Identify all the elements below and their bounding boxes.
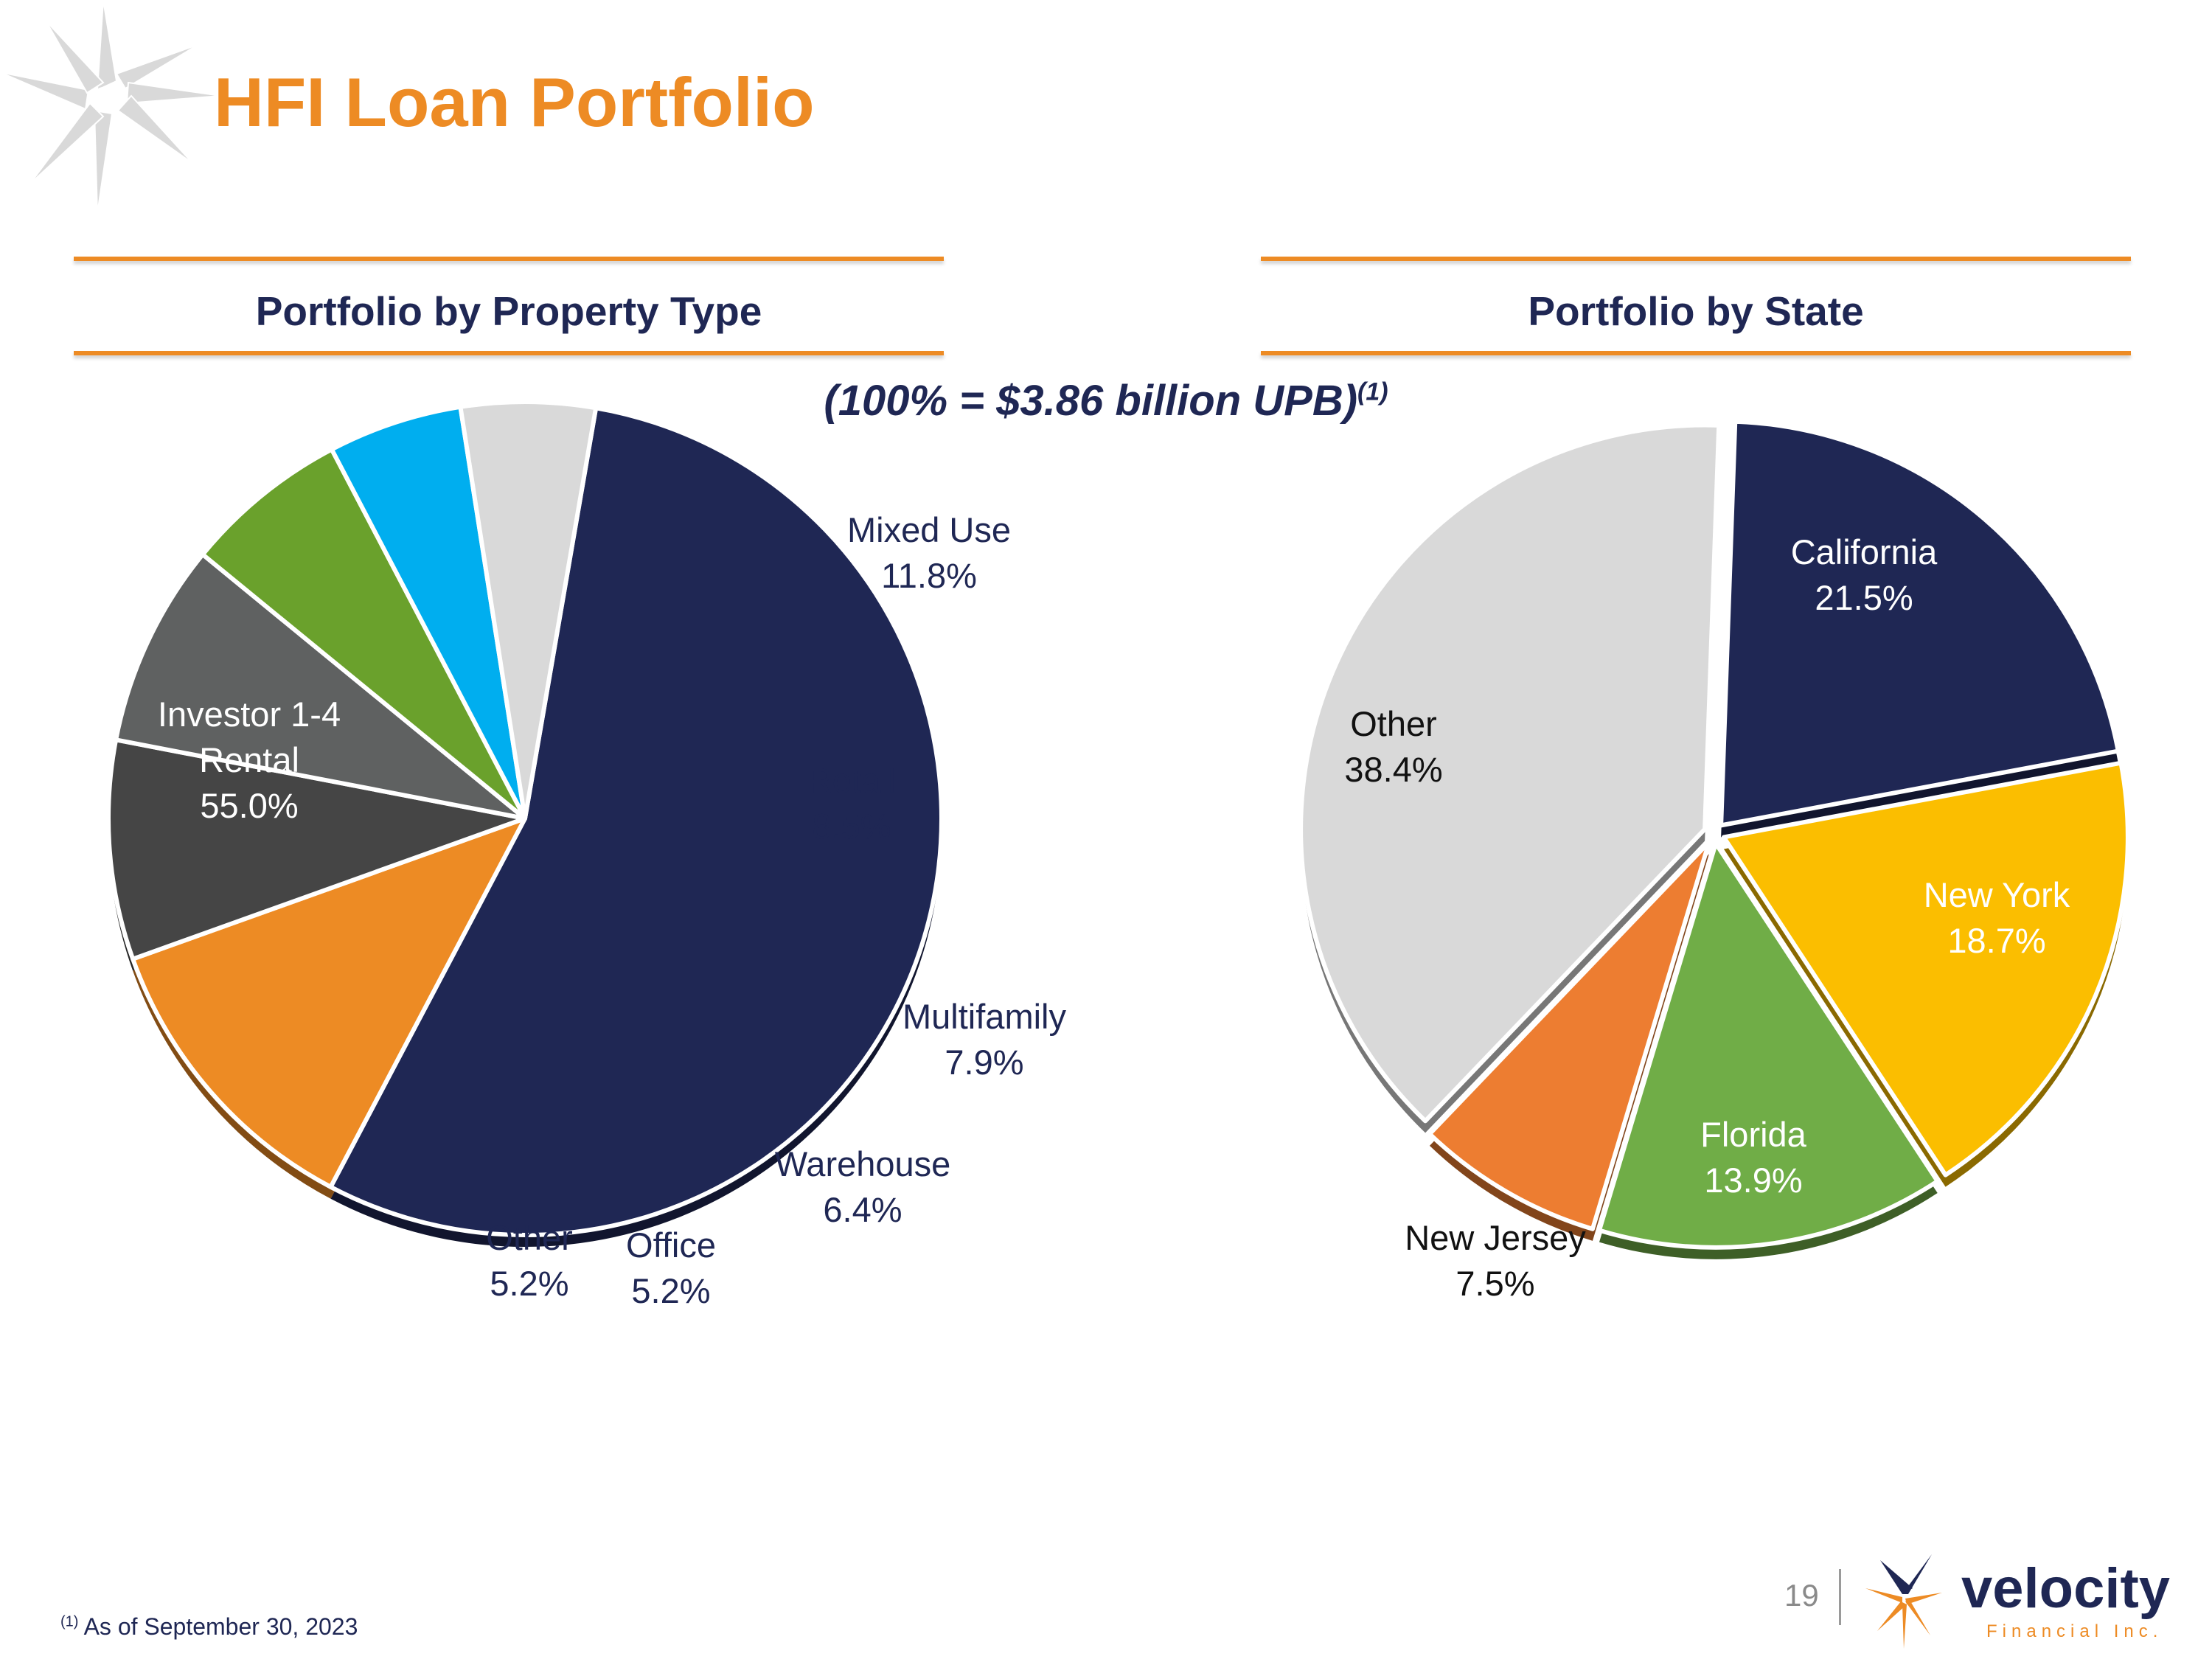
page-number: 19	[1784, 1578, 1819, 1613]
pie-slice-retail	[106, 737, 527, 961]
pie-slice-multifamily	[114, 552, 527, 821]
data-label-florida: Florida 13.9%	[1700, 1115, 1807, 1200]
state-pie-chart: California 21.5% New York 18.7% Florida 13.9%…	[1298, 419, 2130, 1303]
header-rule-top	[74, 257, 944, 261]
property-type-chart-title: Portfolio by Property Type	[255, 288, 762, 334]
pie-slice-warehouse	[200, 447, 527, 821]
pie-slice-new-york	[1721, 760, 2130, 1178]
data-label-new-york: New York 18.7%	[1924, 875, 2070, 960]
property-type-panel-header: Portfolio by Property Type	[74, 257, 944, 355]
velocity-logo: velocity Financial Inc.	[1865, 1554, 2170, 1649]
pie-slice-mixed-use	[131, 816, 527, 1189]
state-panel-header: Portfolio by State	[1261, 257, 2131, 355]
portfolio-total-subtitle: (100% = $3.86 billion UPB)(1)	[0, 376, 2212, 425]
data-label-multifamily: Multifamily 7.9%	[902, 997, 1066, 1082]
logo-tagline: Financial Inc.	[1986, 1621, 2163, 1641]
velocity-star-icon	[1865, 1554, 1942, 1649]
footnote-reference: (1)	[1357, 378, 1388, 406]
pie-slice-california	[1719, 419, 2121, 828]
data-label-california: California 21.5%	[1791, 532, 1938, 617]
property-type-pie-chart: Investor 1-4 Rental 55.0% Mixed Use 11.8% Ret…	[106, 400, 1066, 1310]
pie-slice-office	[329, 404, 527, 821]
header-rule-top	[1261, 257, 2131, 261]
footnote-text: As of September 30, 2023	[83, 1613, 358, 1640]
compass-star-icon	[0, 0, 221, 215]
pie-slice-other	[458, 400, 599, 821]
data-label-office: Office 5.2%	[626, 1225, 716, 1310]
footnote-marker: (1)	[60, 1613, 79, 1630]
header-rule-bottom	[1261, 351, 2131, 355]
logo-wordmark: velocity	[1961, 1557, 2170, 1620]
portfolio-total-text: (100% = $3.86 billion UPB)	[824, 377, 1358, 425]
data-label-mixed-use: Mixed Use 11.8%	[847, 510, 1011, 595]
data-label-other: Other 38.4%	[1344, 704, 1442, 789]
data-label-new-jersey: New Jersey 7.5%	[1405, 1218, 1586, 1303]
state-chart-title: Portfolio by State	[1528, 288, 1864, 334]
data-label-investor-1-4-rental: Investor 1-4 Rental 55.0%	[158, 695, 341, 825]
pie-slice-investor-1-4-rental	[328, 406, 944, 1237]
data-label-warehouse: Warehouse 6.4%	[775, 1144, 951, 1229]
pie-slice-other	[1298, 422, 1722, 1124]
data-label-retail: Retail 8.5%	[807, 761, 896, 846]
header-rule-bottom	[74, 351, 944, 355]
pie-slice-florida	[1596, 841, 1940, 1250]
page-number-divider	[1839, 1569, 1841, 1625]
footnote: (1) As of September 30, 2023	[60, 1613, 358, 1641]
page-title: HFI Loan Portfolio	[214, 63, 815, 141]
pie-slice-new-jersey	[1427, 840, 1711, 1231]
data-label-other: Other 5.2%	[486, 1218, 573, 1303]
